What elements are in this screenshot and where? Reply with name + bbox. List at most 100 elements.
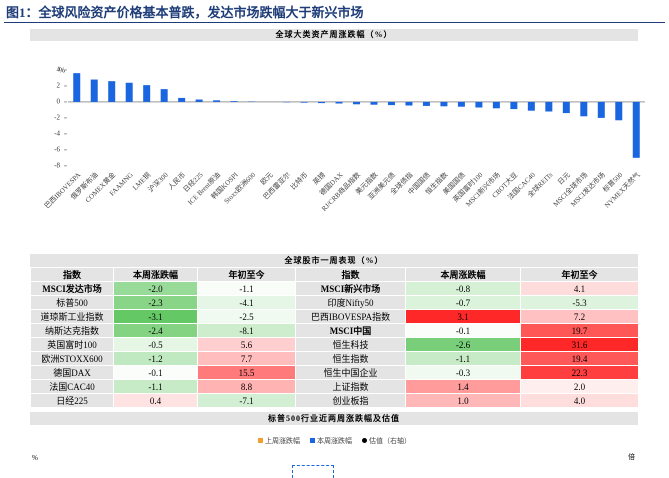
bar — [370, 102, 377, 105]
value-cell: -0.3 — [406, 366, 521, 380]
value-cell: 22.3 — [521, 366, 639, 380]
value-cell: -2.5 — [198, 310, 296, 324]
index-name: 法国CAC40 — [31, 380, 114, 394]
index-name: 创业板指 — [296, 394, 406, 408]
index-name: 恒生中国企业 — [296, 366, 406, 380]
index-name: MSCI中国 — [296, 324, 406, 338]
bar — [545, 102, 552, 112]
index-name: MSCI发达市场 — [31, 282, 114, 296]
bar — [423, 102, 430, 106]
value-cell: -2.0 — [114, 282, 198, 296]
bar — [143, 85, 150, 102]
table-row: 指数本周涨跌幅年初至今指数本周涨跌幅年初至今 — [31, 268, 639, 282]
value-cell: 31.6 — [521, 338, 639, 352]
bar — [458, 102, 465, 107]
legend-swatch — [258, 438, 263, 443]
legend-swatch — [310, 438, 315, 443]
value-cell: 3.1 — [406, 310, 521, 324]
plot-stub — [292, 465, 334, 478]
value-cell: 1.0 — [406, 394, 521, 408]
index-name: 巴西IBOVESPA指数 — [296, 310, 406, 324]
value-cell: -3.1 — [114, 310, 198, 324]
bar — [598, 102, 605, 118]
bar — [633, 102, 640, 158]
value-cell: -1.1 — [114, 380, 198, 394]
index-name: 英国富时100 — [31, 338, 114, 352]
header-cell: 本周涨跌幅 — [406, 268, 521, 282]
value-cell: 7.7 — [198, 352, 296, 366]
bar — [126, 83, 133, 102]
value-cell: -0.1 — [114, 366, 198, 380]
bar — [475, 102, 482, 108]
y-tick-label: -4 — [54, 129, 60, 137]
bar — [528, 102, 535, 111]
index-name: MSCI新兴市场 — [296, 282, 406, 296]
value-cell: 0.4 — [114, 394, 198, 408]
y-tick-label: -8 — [54, 161, 60, 169]
bar — [213, 100, 220, 102]
value-cell: -1.1 — [406, 352, 521, 366]
y-tick-label: 4 — [57, 66, 61, 74]
legend-label: 本周涨跌幅 — [317, 437, 352, 445]
value-cell: 7.2 — [521, 310, 639, 324]
header-cell: 指数 — [31, 268, 114, 282]
x-tick-label: 沪深300 — [146, 170, 170, 194]
index-name: 上证指数 — [296, 380, 406, 394]
header-cell: 指数 — [296, 268, 406, 282]
y-axis-label: % — [32, 454, 38, 462]
value-cell: -2.3 — [114, 296, 198, 310]
value-cell: -0.5 — [114, 338, 198, 352]
bar — [231, 101, 238, 102]
bar — [615, 102, 622, 120]
bar — [440, 102, 447, 106]
table-title: 全球股市一周表现（%） — [30, 254, 638, 267]
bar — [196, 100, 203, 102]
legend-item: 估值（右轴） — [362, 437, 411, 445]
value-cell: 4.0 — [521, 394, 639, 408]
value-cell: 4.1 — [521, 282, 639, 296]
value-cell: -7.1 — [198, 394, 296, 408]
value-cell: -5.3 — [521, 296, 639, 310]
index-name: 恒生指数 — [296, 352, 406, 366]
header-cell: 年初至今 — [521, 268, 639, 282]
bar — [388, 102, 395, 105]
value-cell: 19.4 — [521, 352, 639, 366]
y-tick-label: -6 — [54, 145, 60, 153]
legend-label: 上周涨跌幅 — [265, 437, 300, 445]
value-cell: 1.4 — [406, 380, 521, 394]
legend-item: 本周涨跌幅 — [310, 437, 352, 445]
bar — [318, 102, 325, 103]
bar — [510, 102, 517, 109]
legend: 上周涨跌幅 本周涨跌幅 估值（右轴） — [0, 436, 669, 446]
value-cell: -1.1 — [198, 282, 296, 296]
y-tick-label: 2 — [57, 82, 61, 90]
y-tick-label: -2 — [54, 113, 60, 121]
value-cell: -2.4 — [114, 324, 198, 338]
bar — [493, 102, 500, 108]
index-name: 纳斯达克指数 — [31, 324, 114, 338]
value-cell: 15.5 — [198, 366, 296, 380]
value-cell: -4.1 — [198, 296, 296, 310]
index-name: 道琼斯工业指数 — [31, 310, 114, 324]
index-name: 欧洲STOXX600 — [31, 352, 114, 366]
y2-axis-label: 倍 — [628, 452, 635, 462]
bar — [563, 102, 570, 113]
legend-swatch — [362, 438, 367, 443]
bar — [108, 81, 115, 102]
bar — [580, 102, 587, 116]
index-name: 标普500 — [31, 296, 114, 310]
value-cell: 8.8 — [198, 380, 296, 394]
y-tick-label: 0 — [57, 98, 61, 106]
bar — [73, 73, 80, 102]
index-name: 德国DAX — [31, 366, 114, 380]
header-cell: 本周涨跌幅 — [114, 268, 198, 282]
